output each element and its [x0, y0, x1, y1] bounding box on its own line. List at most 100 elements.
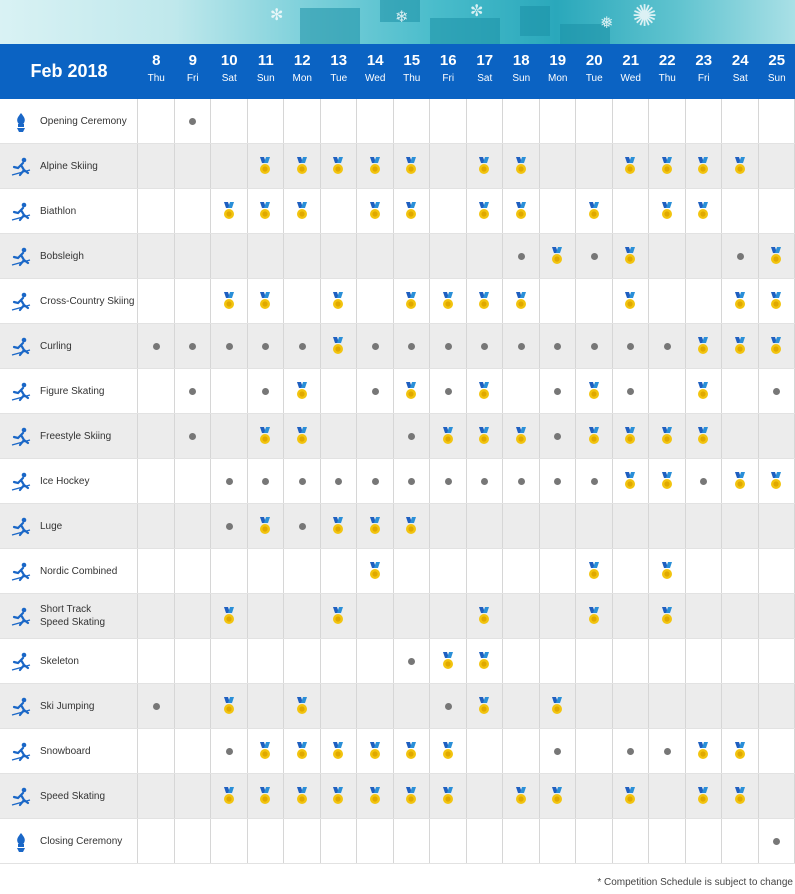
schedule-cell — [248, 594, 284, 638]
medal-icon — [478, 292, 490, 310]
schedule-cell — [321, 414, 357, 458]
schedule-cell — [649, 684, 686, 728]
schedule-cell — [138, 324, 175, 368]
schedule-cell — [211, 639, 248, 683]
medal-icon — [697, 742, 709, 760]
schedule-cell — [211, 729, 248, 773]
medal-icon — [624, 157, 636, 175]
sport-label: Speed Skating — [40, 790, 106, 802]
schedule-cell — [138, 99, 175, 143]
schedule-cell — [467, 729, 503, 773]
sport-cell: Cross-Country Skiing — [0, 279, 138, 323]
weekday: Tue — [585, 73, 603, 84]
schedule-cell — [722, 729, 759, 773]
sport-label: Nordic Combined — [40, 565, 118, 577]
schedule-cell — [613, 324, 649, 368]
schedule-cell — [467, 279, 503, 323]
schedule-cell — [430, 99, 467, 143]
schedule-cell — [503, 729, 540, 773]
weekday: Sun — [512, 73, 531, 84]
schedule-cell — [540, 144, 576, 188]
schedule-cell — [686, 324, 722, 368]
decorative-banner: ✻ ❄ ✼ ❅ ✺ — [0, 0, 795, 44]
day-number: 11 — [257, 52, 274, 69]
schedule-cell — [649, 594, 686, 638]
schedule-cell — [576, 279, 613, 323]
schedule-cell — [503, 414, 540, 458]
schedule-cell — [175, 279, 211, 323]
medal-icon — [259, 157, 271, 175]
competition-dot — [481, 343, 489, 350]
sport-cell: Freestyle Skiing — [0, 414, 138, 458]
sport-label: Biathlon — [40, 205, 77, 217]
schedule-cell — [394, 414, 430, 458]
schedule-cell — [686, 594, 722, 638]
schedule-cell — [138, 594, 175, 638]
schedule-cell — [394, 729, 430, 773]
schedule-cell — [467, 504, 503, 548]
schedule-cell — [284, 819, 321, 863]
schedule-cell — [175, 324, 211, 368]
schedule-cell — [686, 729, 722, 773]
day-number: 10 — [220, 52, 238, 69]
schedule-cell — [175, 99, 211, 143]
schedule-cell — [321, 99, 357, 143]
schedule-cell — [394, 459, 430, 503]
medal-icon — [442, 652, 454, 670]
schedule-cell — [430, 459, 467, 503]
schedule-cell — [503, 684, 540, 728]
competition-dot — [298, 478, 306, 485]
medal-icon — [624, 787, 636, 805]
schedule-cell — [686, 189, 722, 233]
medal-icon — [259, 427, 271, 445]
schedule-cell — [540, 639, 576, 683]
schedule-cell — [394, 234, 430, 278]
schedule-cell — [540, 459, 576, 503]
medal-icon — [770, 292, 782, 310]
schedule-cell — [686, 414, 722, 458]
schedule-cell — [357, 234, 394, 278]
schedule-cell — [394, 189, 430, 233]
schedule-cell — [211, 144, 248, 188]
snowflake-icon: ❄ — [395, 9, 409, 26]
schedule-cell — [321, 549, 357, 593]
competition-dot — [590, 478, 598, 485]
schedule-cell — [540, 684, 576, 728]
weekday: Fri — [697, 73, 710, 84]
schedule-cell — [722, 279, 759, 323]
day-number: 24 — [731, 52, 749, 69]
weekday: Sat — [221, 73, 237, 84]
skeleton-icon — [10, 651, 32, 673]
medal-icon — [624, 247, 636, 265]
competition-dot — [189, 433, 197, 440]
schedule-cell — [613, 774, 649, 818]
schedule-cell — [248, 99, 284, 143]
competition-dot — [700, 478, 708, 485]
schedule-cell — [284, 234, 321, 278]
medal-icon — [624, 292, 636, 310]
competition-dot — [298, 343, 306, 350]
schedule-cell — [321, 504, 357, 548]
schedule-cell — [649, 234, 686, 278]
schedule-cell — [722, 819, 759, 863]
schedule-cell — [357, 684, 394, 728]
schedule-cell — [540, 729, 576, 773]
schedule-cell — [430, 144, 467, 188]
schedule-cell — [321, 144, 357, 188]
schedule-cell — [722, 414, 759, 458]
sport-row: Speed Skating — [0, 774, 795, 819]
schedule-cell — [175, 594, 211, 638]
cross-country-skiing-icon — [10, 291, 32, 313]
schedule-cell — [138, 414, 175, 458]
medal-icon — [369, 202, 381, 220]
schedule-cell — [576, 729, 613, 773]
schedule-cell — [503, 189, 540, 233]
schedule-cell — [357, 99, 394, 143]
medal-icon — [259, 202, 271, 220]
day-number: 17 — [476, 52, 494, 69]
biathlon-icon — [10, 201, 32, 223]
luge-icon — [10, 516, 32, 538]
schedule-cell — [722, 684, 759, 728]
schedule-cell — [211, 324, 248, 368]
weekday: Tue — [330, 73, 348, 84]
